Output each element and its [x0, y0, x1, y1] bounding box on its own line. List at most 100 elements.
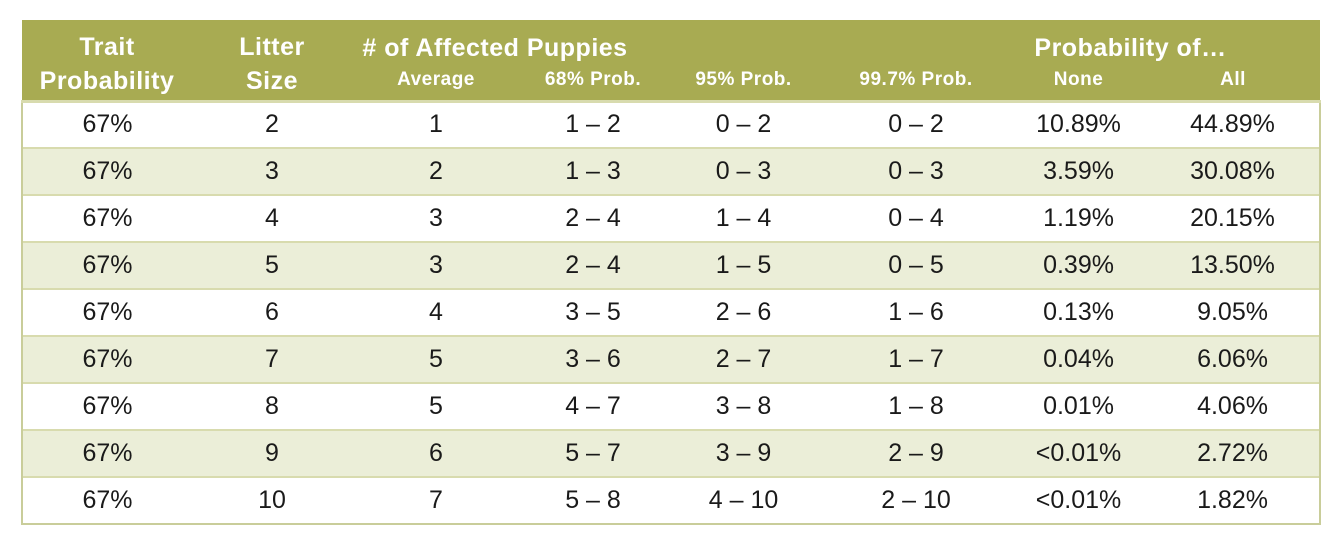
- table-cell: 2 – 4: [520, 241, 667, 289]
- header-spacer: [666, 20, 822, 65]
- table-cell: 1 – 5: [666, 241, 822, 289]
- table-cell: 2 – 9: [821, 429, 1012, 477]
- table-cell: 4 – 7: [520, 382, 667, 430]
- table-cell: 1 – 3: [520, 147, 667, 195]
- header-litter-line2: Size: [245, 66, 299, 95]
- header-none: None: [1011, 65, 1147, 101]
- table-cell: 0.13%: [1011, 288, 1147, 336]
- table-cell: 1 – 4: [666, 194, 822, 242]
- table-cell: 67%: [21, 429, 192, 477]
- header-probability-of-group: Probability of…: [1011, 20, 1321, 65]
- table-cell: 3 – 9: [666, 429, 822, 477]
- header-all: All: [1146, 65, 1321, 101]
- table-cell: 67%: [21, 476, 192, 525]
- table-cell: 8: [192, 382, 352, 430]
- table-cell: 67%: [21, 241, 192, 289]
- table-cell: 10.89%: [1011, 99, 1147, 148]
- header-litter-size: Litter Size: [192, 20, 352, 101]
- table-cell: 9.05%: [1146, 288, 1322, 336]
- table-cell: 2 – 7: [666, 335, 822, 383]
- table-cell: 67%: [21, 288, 192, 336]
- table-cell: 4 – 10: [666, 476, 822, 525]
- table-cell: 0 – 3: [666, 147, 822, 195]
- table-cell: 2 – 4: [520, 194, 667, 242]
- table-cell: 6: [192, 288, 352, 336]
- table-cell: 3 – 6: [520, 335, 667, 383]
- table-cell: 67%: [21, 335, 192, 383]
- table-cell: 30.08%: [1146, 147, 1322, 195]
- table-cell: 6.06%: [1146, 335, 1322, 383]
- table-cell: 3 – 8: [666, 382, 822, 430]
- table-cell: <0.01%: [1011, 429, 1147, 477]
- table-cell: 7: [192, 335, 352, 383]
- table-cell: 1 – 2: [520, 99, 667, 148]
- table-cell: 5: [352, 382, 520, 430]
- header-affected-puppies-group: # of Affected Puppies: [352, 20, 667, 65]
- table-cell: 9: [192, 429, 352, 477]
- table-cell: 13.50%: [1146, 241, 1322, 289]
- header-trait-line1: Trait: [79, 32, 135, 61]
- header-95-prob: 95% Prob.: [666, 65, 822, 101]
- table-cell: 3.59%: [1011, 147, 1147, 195]
- table-cell: 67%: [21, 99, 192, 148]
- header-litter-line1: Litter: [239, 32, 305, 61]
- table-cell: 0.01%: [1011, 382, 1147, 430]
- header-997-prob: 99.7% Prob.: [821, 65, 1012, 101]
- table-cell: 1: [352, 99, 520, 148]
- header-68-prob: 68% Prob.: [520, 65, 667, 101]
- table-cell: 44.89%: [1146, 99, 1322, 148]
- table-cell: 0 – 4: [821, 194, 1012, 242]
- table-cell: 3 – 5: [520, 288, 667, 336]
- table-cell: 3: [352, 194, 520, 242]
- table-cell: 2: [192, 99, 352, 148]
- header-spacer: [821, 20, 1012, 65]
- table-cell: 2: [352, 147, 520, 195]
- table-cell: 1.82%: [1146, 476, 1322, 525]
- header-trait-line2: Probability: [39, 66, 175, 95]
- table-cell: 4.06%: [1146, 382, 1322, 430]
- table-cell: 1 – 8: [821, 382, 1012, 430]
- table-cell: 6: [352, 429, 520, 477]
- table-cell: 5: [352, 335, 520, 383]
- table-cell: 0 – 3: [821, 147, 1012, 195]
- table-cell: 1.19%: [1011, 194, 1147, 242]
- table-cell: 4: [192, 194, 352, 242]
- header-average: Average: [352, 65, 520, 101]
- table-cell: 0.39%: [1011, 241, 1147, 289]
- table-cell: 5: [192, 241, 352, 289]
- table-cell: 3: [192, 147, 352, 195]
- table-cell: 2.72%: [1146, 429, 1322, 477]
- table-cell: 4: [352, 288, 520, 336]
- table-header: Trait Probability Litter Size # of Affec…: [22, 20, 1321, 101]
- table-cell: 1 – 6: [821, 288, 1012, 336]
- table-cell: 0 – 2: [666, 99, 822, 148]
- table-cell: 0.04%: [1011, 335, 1147, 383]
- table-cell: 3: [352, 241, 520, 289]
- table-cell: 1 – 7: [821, 335, 1012, 383]
- header-trait-probability: Trait Probability: [22, 20, 192, 101]
- table-cell: 0 – 5: [821, 241, 1012, 289]
- table-cell: 2 – 10: [821, 476, 1012, 525]
- table-cell: 67%: [21, 147, 192, 195]
- data-table: Trait Probability Litter Size # of Affec…: [21, 20, 1322, 525]
- table-cell: 2 – 6: [666, 288, 822, 336]
- table-cell: 67%: [21, 382, 192, 430]
- table-cell: <0.01%: [1011, 476, 1147, 525]
- table-cell: 7: [352, 476, 520, 525]
- table-cell: 5 – 8: [520, 476, 667, 525]
- table-cell: 20.15%: [1146, 194, 1322, 242]
- table-cell: 10: [192, 476, 352, 525]
- table-cell: 67%: [21, 194, 192, 242]
- table-cell: 5 – 7: [520, 429, 667, 477]
